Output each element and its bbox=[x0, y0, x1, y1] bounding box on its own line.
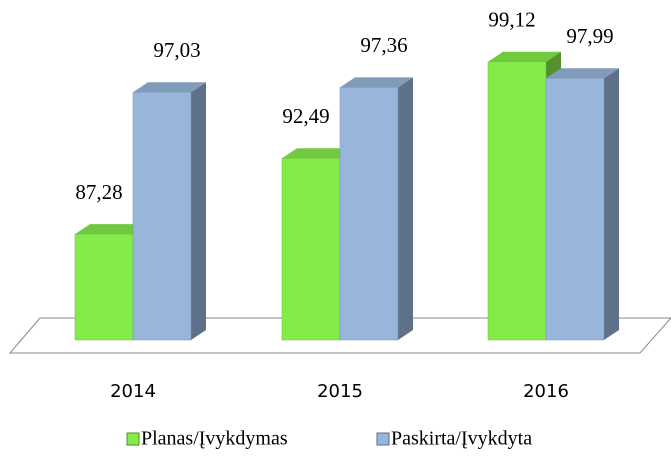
bar bbox=[545, 77, 605, 341]
bar bbox=[281, 158, 341, 341]
bar-side bbox=[191, 82, 206, 340]
bar-top bbox=[75, 224, 148, 235]
bar-top bbox=[282, 148, 355, 159]
bar-top bbox=[546, 68, 619, 79]
x-tick-label: 2015 bbox=[317, 381, 363, 402]
bar-top bbox=[488, 51, 561, 62]
legend-label: Planas/Įvykdymas bbox=[141, 428, 288, 450]
bar-side bbox=[604, 68, 619, 341]
value-label: 92,49 bbox=[282, 104, 329, 128]
bar bbox=[339, 87, 399, 341]
bar bbox=[132, 91, 192, 341]
bar-side bbox=[398, 77, 413, 341]
bar bbox=[74, 233, 134, 341]
value-label: 97,99 bbox=[566, 24, 613, 48]
bar-top bbox=[340, 77, 413, 88]
value-label: 97,36 bbox=[360, 33, 407, 57]
legend-label: Paskirta/Įvykdyta bbox=[391, 428, 532, 450]
bar-top bbox=[133, 82, 206, 93]
legend-swatch bbox=[376, 432, 390, 446]
legend-swatch bbox=[126, 432, 140, 446]
value-label: 97,03 bbox=[153, 38, 200, 62]
bar bbox=[487, 61, 547, 341]
x-tick-label: 2014 bbox=[110, 381, 156, 402]
x-tick-label: 2016 bbox=[523, 381, 569, 402]
value-label: 99,12 bbox=[488, 8, 535, 32]
value-label: 87,28 bbox=[75, 180, 122, 204]
